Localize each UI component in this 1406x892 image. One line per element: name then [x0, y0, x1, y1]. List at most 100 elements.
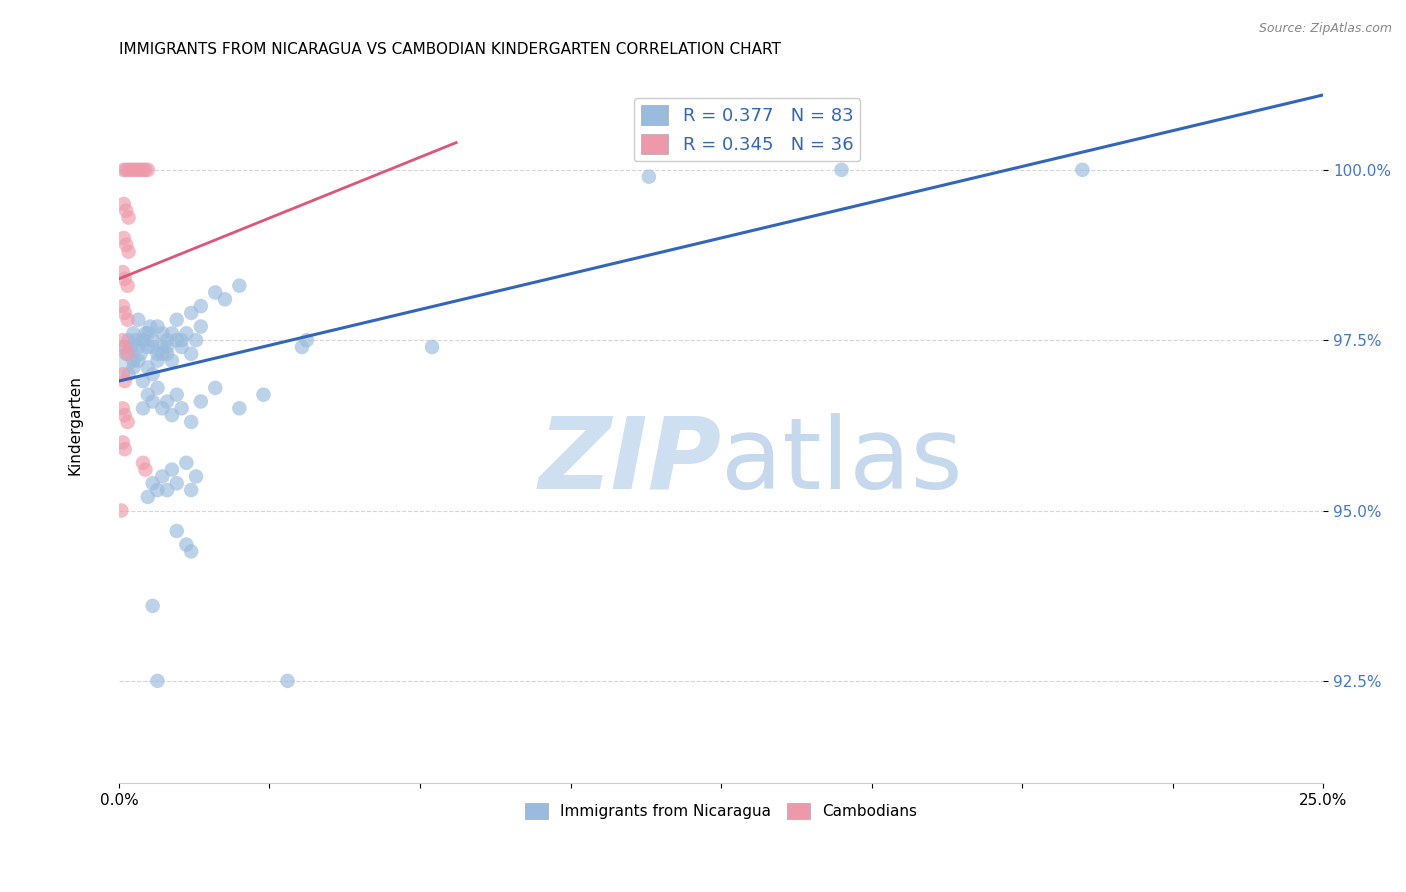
Point — [190, 299, 212, 313]
Text: ZIP: ZIP — [538, 413, 721, 509]
Point — [112, 231, 135, 245]
Point — [204, 381, 226, 395]
Point — [114, 272, 136, 286]
Point — [166, 476, 188, 491]
Point — [111, 265, 134, 279]
Point — [110, 503, 132, 517]
Point — [142, 368, 165, 382]
Point — [150, 347, 173, 361]
Point — [146, 353, 169, 368]
Point — [831, 162, 853, 177]
Text: Source: ZipAtlas.com: Source: ZipAtlas.com — [1258, 22, 1392, 36]
Point — [114, 306, 136, 320]
Point — [117, 211, 139, 225]
Point — [117, 415, 139, 429]
Point — [122, 360, 145, 375]
Point — [117, 368, 139, 382]
Point — [136, 162, 159, 177]
Text: atlas: atlas — [721, 413, 963, 509]
Point — [120, 162, 142, 177]
Point — [146, 381, 169, 395]
Point — [111, 333, 134, 347]
Point — [142, 333, 165, 347]
Point — [190, 319, 212, 334]
Point — [136, 490, 159, 504]
Point — [114, 408, 136, 422]
Point — [295, 333, 318, 347]
Point — [160, 462, 183, 476]
Point — [117, 333, 139, 347]
Point — [115, 347, 138, 361]
Point — [1071, 162, 1094, 177]
Point — [204, 285, 226, 300]
Point — [166, 312, 188, 326]
Point — [180, 544, 202, 558]
Point — [132, 162, 155, 177]
Point — [156, 483, 179, 497]
Point — [132, 456, 155, 470]
Point — [117, 347, 139, 361]
Point — [252, 387, 274, 401]
Point — [111, 368, 134, 382]
Point — [156, 394, 179, 409]
Point — [111, 299, 134, 313]
Point — [132, 333, 155, 347]
Point — [120, 340, 142, 354]
Point — [136, 340, 159, 354]
Text: IMMIGRANTS FROM NICARAGUA VS CAMBODIAN KINDERGARTEN CORRELATION CHART: IMMIGRANTS FROM NICARAGUA VS CAMBODIAN K… — [120, 42, 780, 57]
Point — [150, 401, 173, 416]
Y-axis label: Kindergarten: Kindergarten — [67, 376, 83, 475]
Point — [291, 340, 314, 354]
Legend: Immigrants from Nicaragua, Cambodians: Immigrants from Nicaragua, Cambodians — [519, 797, 922, 825]
Point — [146, 483, 169, 497]
Point — [176, 456, 198, 470]
Point — [176, 538, 198, 552]
Point — [127, 312, 149, 326]
Point — [125, 162, 148, 177]
Point — [156, 347, 179, 361]
Point — [150, 340, 173, 354]
Point — [146, 347, 169, 361]
Point — [117, 162, 139, 177]
Point — [150, 326, 173, 341]
Point — [170, 340, 193, 354]
Point — [122, 326, 145, 341]
Point — [156, 333, 179, 347]
Point — [127, 162, 149, 177]
Point — [112, 197, 135, 211]
Point — [132, 401, 155, 416]
Point — [166, 387, 188, 401]
Point — [184, 469, 207, 483]
Point — [228, 278, 250, 293]
Point — [122, 162, 145, 177]
Point — [146, 673, 169, 688]
Point — [146, 319, 169, 334]
Point — [115, 203, 138, 218]
Point — [129, 347, 152, 361]
Point — [170, 401, 193, 416]
Point — [132, 333, 155, 347]
Point — [129, 162, 152, 177]
Point — [134, 326, 156, 341]
Point — [180, 483, 202, 497]
Point — [112, 162, 135, 177]
Point — [114, 374, 136, 388]
Point — [139, 319, 162, 334]
Point — [117, 312, 139, 326]
Point — [277, 673, 299, 688]
Point — [125, 333, 148, 347]
Point — [142, 476, 165, 491]
Point — [117, 278, 139, 293]
Point — [160, 326, 183, 341]
Point — [142, 394, 165, 409]
Point — [166, 333, 188, 347]
Point — [170, 333, 193, 347]
Point — [114, 340, 136, 354]
Point — [176, 326, 198, 341]
Point — [134, 162, 156, 177]
Point — [136, 387, 159, 401]
Point — [136, 360, 159, 375]
Point — [115, 237, 138, 252]
Point — [180, 306, 202, 320]
Point — [122, 353, 145, 368]
